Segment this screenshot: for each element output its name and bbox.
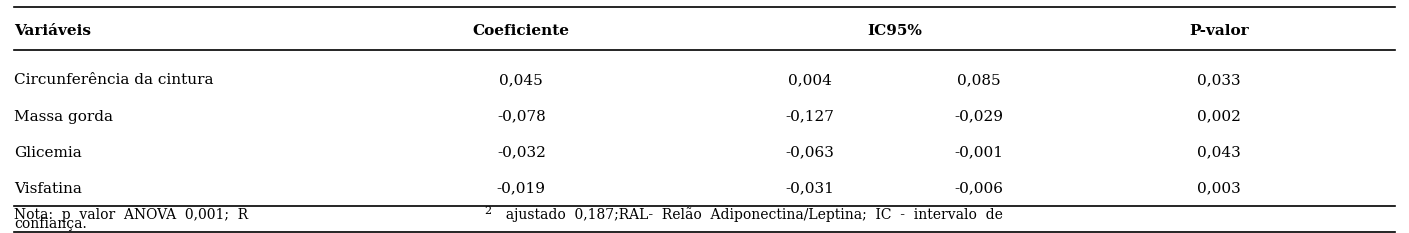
Text: Glicemia: Glicemia bbox=[14, 146, 82, 160]
Text: 0,043: 0,043 bbox=[1196, 146, 1241, 160]
Text: P-valor: P-valor bbox=[1189, 24, 1248, 38]
Text: 0,085: 0,085 bbox=[958, 73, 1000, 87]
Text: 0,045: 0,045 bbox=[499, 73, 544, 87]
Text: 0,033: 0,033 bbox=[1198, 73, 1240, 87]
Text: 0,003: 0,003 bbox=[1196, 182, 1241, 196]
Text: 0,002: 0,002 bbox=[1196, 110, 1241, 123]
Text: -0,078: -0,078 bbox=[497, 110, 545, 123]
Text: IC95%: IC95% bbox=[868, 24, 921, 38]
Text: -0,063: -0,063 bbox=[786, 146, 834, 160]
Text: -0,032: -0,032 bbox=[497, 146, 545, 160]
Text: -0,019: -0,019 bbox=[497, 182, 545, 196]
Text: Coeficiente: Coeficiente bbox=[473, 24, 569, 38]
Text: Variáveis: Variáveis bbox=[14, 24, 92, 38]
Text: -0,001: -0,001 bbox=[955, 146, 1003, 160]
Text: Nota:  p  valor  ANOVA  0,001;  R: Nota: p valor ANOVA 0,001; R bbox=[14, 208, 248, 222]
Text: Circunferência da cintura: Circunferência da cintura bbox=[14, 73, 214, 87]
Text: 2: 2 bbox=[485, 206, 492, 216]
Text: -0,127: -0,127 bbox=[786, 110, 834, 123]
Text: Massa gorda: Massa gorda bbox=[14, 110, 113, 123]
Text: confiança.: confiança. bbox=[14, 217, 87, 231]
Text: -0,031: -0,031 bbox=[786, 182, 834, 196]
Text: -0,006: -0,006 bbox=[955, 182, 1003, 196]
Text: -0,029: -0,029 bbox=[955, 110, 1003, 123]
Text: 0,004: 0,004 bbox=[788, 73, 833, 87]
Text: ajustado  0,187;RAL-  Relão  Adiponectina/Leptina;  IC  -  intervalo  de: ajustado 0,187;RAL- Relão Adiponectina/L… bbox=[497, 207, 1003, 222]
Text: Visfatina: Visfatina bbox=[14, 182, 82, 196]
